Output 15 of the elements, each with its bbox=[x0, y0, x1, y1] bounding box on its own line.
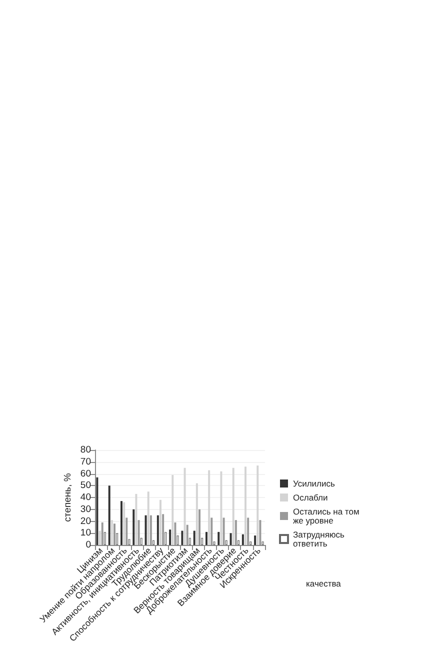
x-axis-title: качества bbox=[306, 578, 342, 588]
y-tick-label: 40 bbox=[80, 492, 91, 503]
legend-label: Затрудняюсь ответить bbox=[293, 530, 347, 548]
y-tick-label: 50 bbox=[80, 480, 91, 492]
y-tick-label: 70 bbox=[80, 456, 91, 468]
y-axis-title: степень, % bbox=[62, 472, 74, 522]
y-tick-label: 20 bbox=[80, 516, 91, 527]
legend-label: Остались на том же уровне bbox=[293, 506, 362, 526]
y-tick-label: 80 bbox=[80, 444, 91, 456]
legend-label: Ослабли bbox=[293, 492, 328, 502]
y-tick-label: 60 bbox=[80, 468, 91, 480]
y-tick-label: 10 bbox=[80, 528, 91, 539]
y-tick-label: 0 bbox=[86, 540, 91, 550]
legend-label: Усилились bbox=[293, 478, 336, 488]
y-tick-label: 30 bbox=[80, 504, 91, 515]
